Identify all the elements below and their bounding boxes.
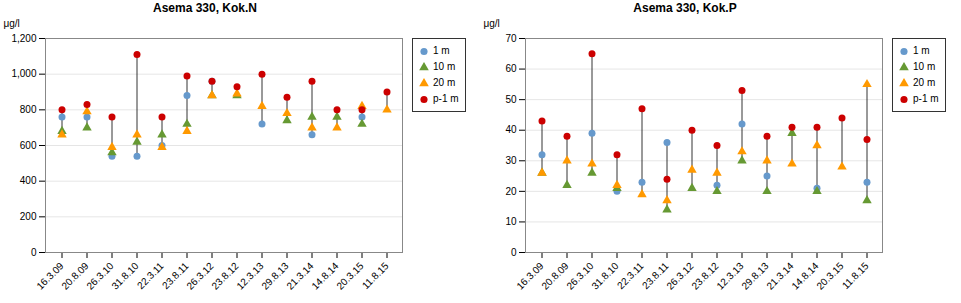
svg-text:22.3.11: 22.3.11 (135, 260, 166, 291)
html-text:Asema 330, Kok.P: Asema 330, Kok.P (633, 1, 737, 15)
svg-text:23.8.11: 23.8.11 (639, 260, 671, 292)
html-text:1 m: 1 m (433, 45, 450, 56)
html-text:10 m: 10 m (913, 61, 936, 72)
svg-text:26.3.12: 26.3.12 (664, 260, 696, 292)
svg-text:12.3.13: 12.3.13 (714, 260, 746, 292)
svg-text:14.8.14: 14.8.14 (789, 260, 821, 292)
svg-text:11.8.15: 11.8.15 (840, 260, 871, 291)
svg-text:600: 600 (20, 140, 37, 151)
svg-text:29.8.13: 29.8.13 (259, 260, 291, 292)
svg-text:22.3.11: 22.3.11 (615, 260, 646, 291)
svg-text:21.3.14: 21.3.14 (764, 260, 796, 292)
svg-text:μg/l: μg/l (4, 18, 20, 29)
svg-text:26.3.10: 26.3.10 (84, 260, 116, 292)
svg-text:21.3.14: 21.3.14 (284, 260, 316, 292)
html-text:10 m: 10 m (433, 61, 456, 72)
html-text:1 m: 1 m (913, 45, 930, 56)
svg-text:23.8.11: 23.8.11 (159, 260, 191, 292)
svg-text:400: 400 (20, 175, 37, 186)
svg-text:70: 70 (505, 33, 517, 44)
svg-text:29.8.13: 29.8.13 (739, 260, 771, 292)
svg-text:23.8.12: 23.8.12 (209, 260, 241, 292)
svg-text:20: 20 (505, 186, 517, 197)
svg-text:50: 50 (505, 94, 517, 105)
svg-text:12.3.13: 12.3.13 (234, 260, 266, 292)
svg-text:20.3.15: 20.3.15 (334, 260, 366, 292)
svg-text:200: 200 (20, 211, 37, 222)
svg-text:16.3.09: 16.3.09 (34, 260, 66, 292)
svg-text:μg/l: μg/l (484, 18, 500, 29)
svg-text:30: 30 (505, 155, 517, 166)
svg-text:40: 40 (505, 124, 517, 135)
svg-text:26.3.12: 26.3.12 (184, 260, 216, 292)
svg-text:11.8.15: 11.8.15 (360, 260, 391, 291)
svg-text:800: 800 (20, 104, 37, 115)
html-text:p-1 m: p-1 m (913, 93, 939, 104)
svg-text:23.8.12: 23.8.12 (689, 260, 721, 292)
svg-text:0: 0 (31, 247, 37, 258)
svg-text:60: 60 (505, 63, 517, 74)
svg-text:1,200: 1,200 (11, 33, 36, 44)
svg-text:0: 0 (511, 247, 517, 258)
svg-text:31.8.10: 31.8.10 (589, 260, 621, 292)
svg-text:10: 10 (505, 216, 517, 227)
svg-text:20.8.09: 20.8.09 (539, 260, 571, 292)
svg-text:26.3.10: 26.3.10 (564, 260, 596, 292)
svg-text:1,000: 1,000 (11, 68, 36, 79)
html-text:p-1 m: p-1 m (433, 93, 459, 104)
svg-text:14.8.14: 14.8.14 (309, 260, 341, 292)
html-text:Asema 330, Kok.N: Asema 330, Kok.N (153, 1, 257, 15)
html-text:20 m: 20 m (913, 77, 936, 88)
svg-text:20.8.09: 20.8.09 (59, 260, 91, 292)
svg-text:31.8.10: 31.8.10 (109, 260, 141, 292)
html-text:20 m: 20 m (433, 77, 456, 88)
svg-text:16.3.09: 16.3.09 (514, 260, 546, 292)
svg-text:20.3.15: 20.3.15 (814, 260, 846, 292)
